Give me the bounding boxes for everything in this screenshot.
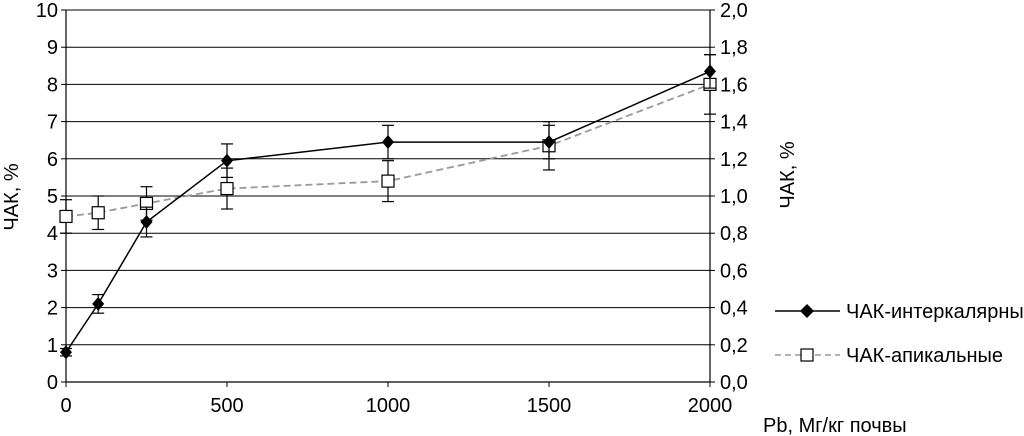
data-point-intercalary [92,296,105,311]
tick-labels: 0 1 2 3 4 5 6 7 8 9 10 0,0 0,2 0,4 0,6 0,8 1,0 1,2 1,4 1,6 1… [36,0,748,417]
y-left-tick-label: 0 [47,372,58,394]
x-tick-label: 500 [210,395,243,417]
data-point-intercalary [382,135,394,150]
data-point-intercalary [221,153,233,168]
x-tick-label: 2000 [688,395,733,417]
y-left-tick-label: 2 [47,298,58,320]
legend: ЧАК-интеркалярные ЧАК-апикальные [775,301,1024,367]
y-right-tick-label: 1,4 [720,112,748,134]
legend-diamond-marker [800,304,814,318]
data-point-apical [59,209,73,224]
y-left-tick-label: 7 [47,112,58,134]
y-right-tick-label: 0,4 [720,298,748,320]
data-point-apical [220,181,234,196]
y-left-tick-label: 1 [47,335,58,357]
y-left-tick-label: 9 [47,37,58,59]
y-left-tick-label: 6 [47,149,58,171]
y-right-tick-label: 2,0 [720,0,748,22]
series [59,54,717,360]
data-point-apical [91,206,105,220]
x-tick-label: 1000 [366,395,411,417]
legend-label-apical: ЧАК-апикальные [846,345,1003,367]
y-left-tick-label: 10 [36,0,58,22]
y-left-axis-title: ЧАК, % [1,163,23,230]
y-right-tick-label: 1,8 [720,37,748,59]
y-right-tick-label: 1,2 [720,149,748,171]
data-point-intercalary [60,345,72,360]
data-point-intercalary [704,64,716,79]
y-left-tick-label: 5 [47,186,58,208]
data-point-intercalary [140,215,153,230]
y-right-tick-label: 1,6 [720,74,748,96]
legend-label-intercalary: ЧАК-интеркалярные [846,301,1024,323]
y-right-tick-label: 0,8 [720,223,748,245]
y-right-axis-title: ЧАК, % [777,141,799,208]
y-left-tick-label: 4 [47,223,58,245]
x-axis-title: Pb, Мг/кг почвы [763,415,907,436]
y-right-tick-label: 1,0 [720,186,748,208]
y-right-tick-label: 0,0 [720,372,748,394]
x-tick-label: 0 [60,395,71,417]
series-line-intercalary [65,70,711,353]
y-right-tick-label: 0,2 [720,335,748,357]
legend-square-marker [800,348,814,362]
data-point-apical [381,174,395,188]
y-left-tick-label: 8 [47,74,58,96]
data-point-intercalary [543,135,555,150]
y-right-tick-label: 0,6 [720,260,748,282]
y-left-tick-label: 3 [47,260,58,282]
x-tick-label: 1500 [527,395,572,417]
